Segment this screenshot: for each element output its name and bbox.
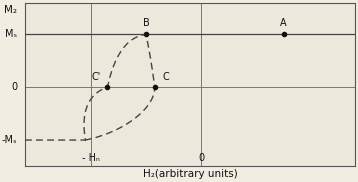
Text: 0: 0 <box>11 82 17 92</box>
Text: B: B <box>142 18 149 28</box>
Text: C: C <box>163 72 169 82</box>
Text: A: A <box>280 18 287 28</box>
Text: -Mₛ: -Mₛ <box>1 135 17 145</box>
Text: 0: 0 <box>198 153 204 163</box>
Text: Mₛ: Mₛ <box>5 29 17 39</box>
Text: C': C' <box>92 72 101 82</box>
Text: M₂: M₂ <box>4 5 17 15</box>
Text: - Hₙ: - Hₙ <box>82 153 100 163</box>
X-axis label: H₂(arbitrary units): H₂(arbitrary units) <box>143 169 237 179</box>
